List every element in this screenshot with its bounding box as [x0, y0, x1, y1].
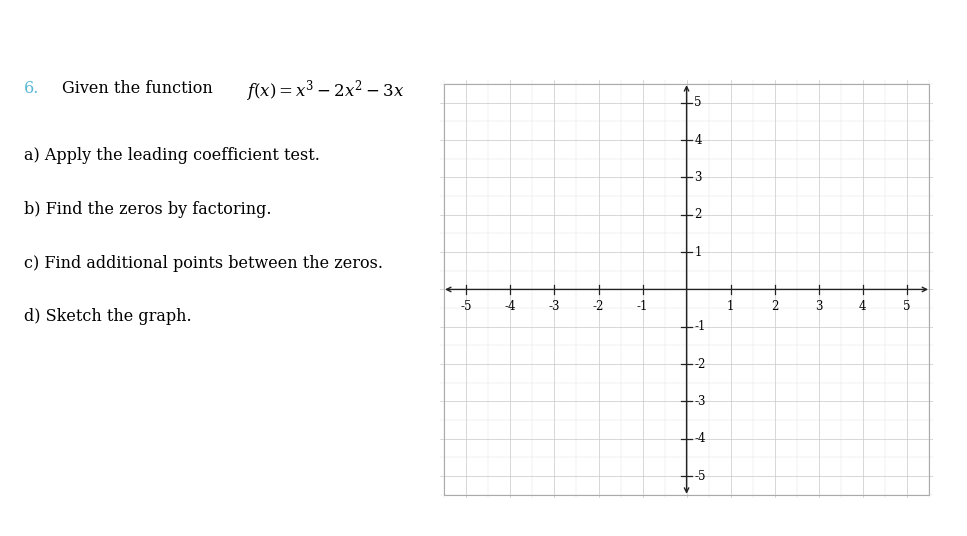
Text: 5: 5 [903, 300, 911, 313]
Text: -2: -2 [694, 358, 706, 370]
Text: -4: -4 [505, 300, 516, 313]
Text: 2: 2 [771, 300, 778, 313]
Text: $f(x)=x^3-2x^2-3x$: $f(x)=x^3-2x^2-3x$ [247, 78, 405, 103]
Text: -1: -1 [637, 300, 648, 313]
Text: c) Find additional points between the zeros.: c) Find additional points between the ze… [24, 255, 383, 272]
Text: b) Find the zeros by factoring.: b) Find the zeros by factoring. [24, 201, 272, 218]
Text: -3: -3 [548, 300, 560, 313]
Text: -2: -2 [593, 300, 604, 313]
Text: 2: 2 [694, 209, 702, 221]
Text: 3: 3 [694, 171, 702, 184]
Text: a) Apply the leading coefficient test.: a) Apply the leading coefficient test. [24, 147, 320, 165]
Text: -5: -5 [460, 300, 472, 313]
Text: -3: -3 [694, 395, 706, 408]
Text: 1: 1 [727, 300, 734, 313]
Text: 5: 5 [694, 96, 702, 109]
Text: -1: -1 [694, 321, 706, 333]
Text: 3: 3 [815, 300, 822, 313]
Text: 6.: 6. [24, 80, 40, 98]
Text: 4: 4 [694, 133, 702, 147]
Text: -4: -4 [694, 432, 706, 445]
Text: -5: -5 [694, 470, 706, 482]
Text: 4: 4 [859, 300, 866, 313]
Text: d) Sketch the graph.: d) Sketch the graph. [24, 308, 191, 325]
Text: 1: 1 [694, 245, 702, 258]
Text: Given the function: Given the function [62, 80, 213, 98]
